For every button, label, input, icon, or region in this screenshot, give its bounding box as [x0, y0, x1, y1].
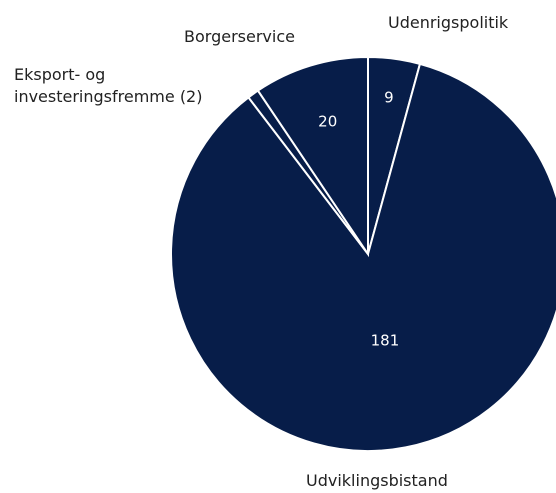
pie-slice — [170, 62, 556, 452]
category-label: Udviklingsbistand — [306, 471, 448, 490]
category-label: Udenrigspolitik — [388, 13, 509, 32]
value-label: 9 — [384, 88, 394, 106]
pie-slice — [256, 55, 369, 258]
value-label: 181 — [371, 332, 400, 350]
value-label: 20 — [318, 113, 337, 131]
category-label: Eksport- og investeringsfremme (2) — [14, 65, 203, 106]
category-label: Borgerservice — [184, 27, 295, 46]
